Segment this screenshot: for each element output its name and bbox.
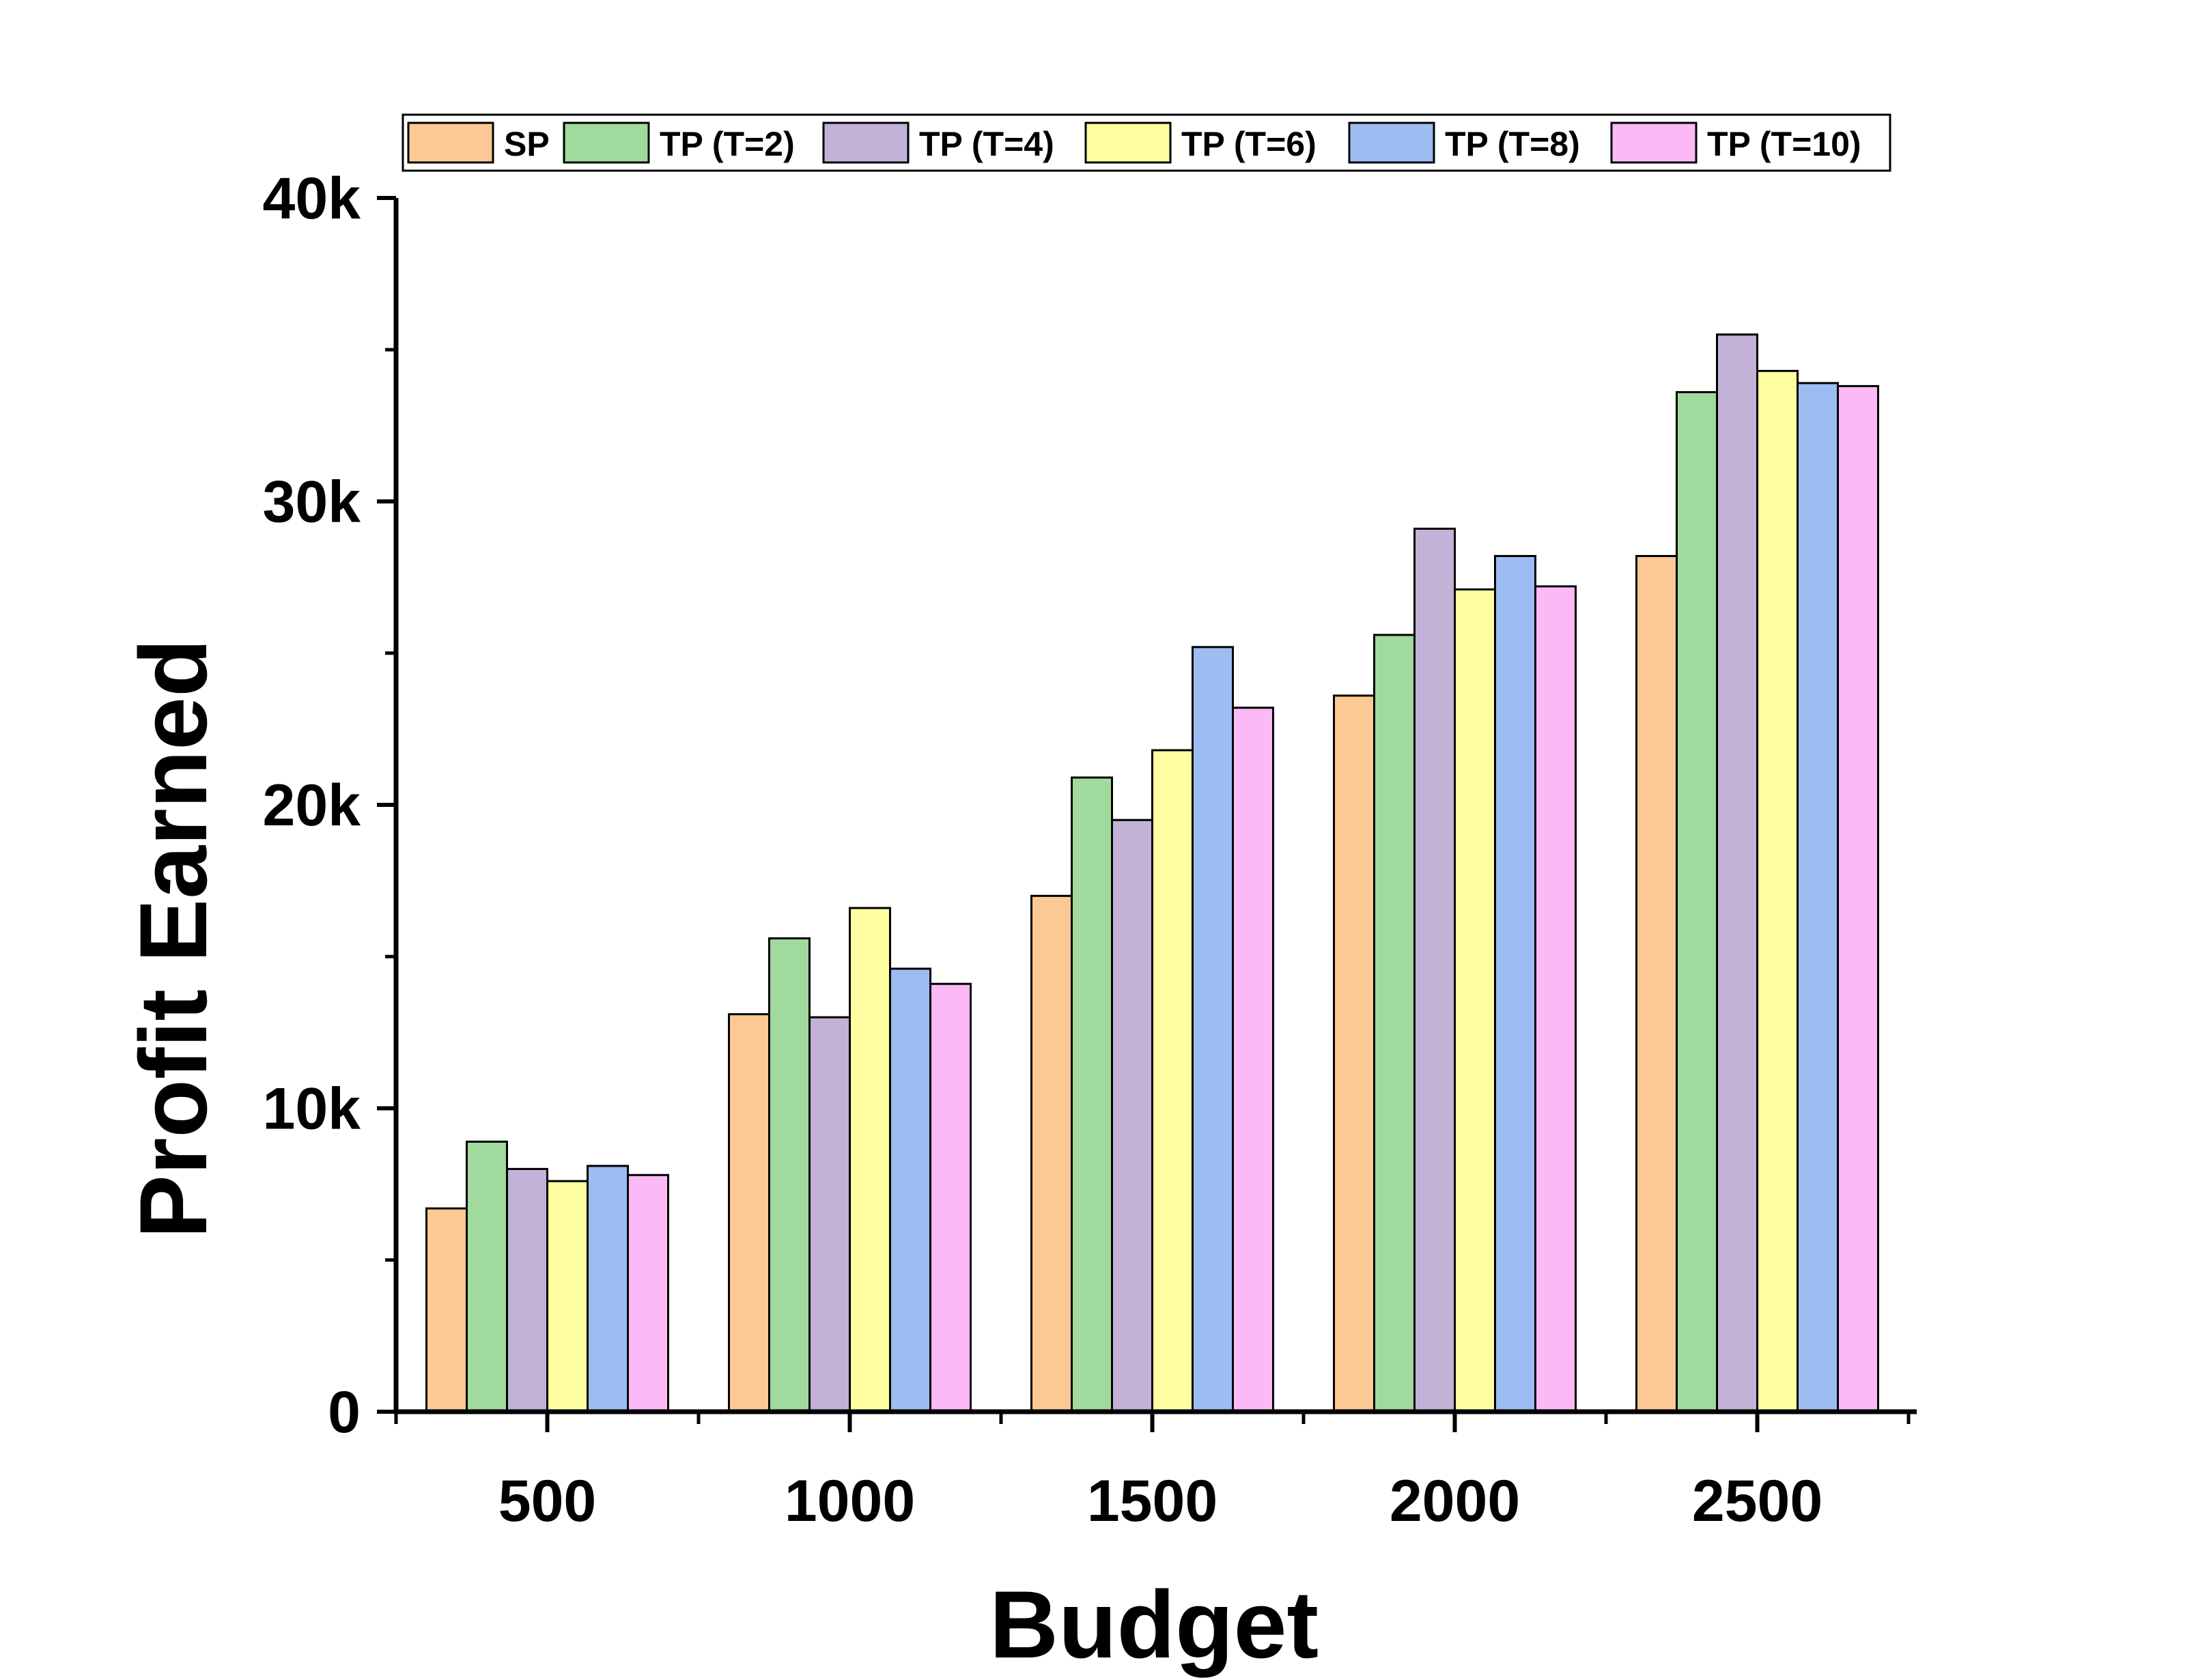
bar (808, 1016, 851, 1413)
y-tick-label: 0 (328, 1380, 361, 1445)
bars (425, 333, 1879, 1413)
bar (1797, 382, 1839, 1413)
x-tick-label: 500 (498, 1468, 597, 1534)
x-axis: 500 1000 1500 2000 2500 (394, 1409, 1917, 1534)
legend-swatch (1348, 122, 1435, 164)
x-axis-title: Budget (989, 1571, 1319, 1678)
bar (1192, 646, 1234, 1413)
bar (587, 1165, 629, 1413)
bar (1373, 633, 1416, 1413)
legend-label: TP (T=8) (1445, 125, 1580, 163)
y-tick-label: 40k (263, 166, 361, 231)
bar (1676, 390, 1718, 1413)
bar (1494, 555, 1536, 1413)
x-tick-label: 2500 (1692, 1468, 1822, 1534)
bar (1413, 528, 1456, 1413)
bar (1111, 818, 1153, 1413)
bar (1071, 776, 1113, 1413)
y-tick-label: 10k (263, 1077, 361, 1142)
bar (425, 1207, 468, 1413)
bar (627, 1173, 669, 1413)
legend-swatch (822, 122, 910, 164)
y-tick-label: 20k (263, 773, 361, 838)
bar (889, 967, 931, 1413)
y-tick-label: 30k (263, 470, 361, 535)
x-tick-label: 1000 (785, 1468, 915, 1534)
bar (1635, 555, 1678, 1413)
bar (728, 1013, 770, 1413)
bar (1232, 707, 1274, 1413)
legend-swatch (1084, 122, 1172, 164)
x-tick-label: 1500 (1087, 1468, 1217, 1534)
bar (768, 937, 811, 1413)
legend-label: TP (T=2) (660, 125, 795, 163)
bar (506, 1167, 548, 1413)
legend-swatch (407, 122, 494, 164)
x-tick-label: 2000 (1390, 1468, 1520, 1534)
bar (1756, 369, 1799, 1413)
y-axis: 0 10k 20k 30k 40k (263, 166, 399, 1445)
bar (466, 1140, 508, 1413)
bar (1454, 588, 1496, 1413)
bar (1534, 585, 1577, 1413)
bar (546, 1180, 589, 1413)
legend-label: TP (T=4) (919, 125, 1054, 163)
legend-swatch (563, 122, 650, 164)
legend-swatch (1610, 122, 1698, 164)
legend-label: TP (T=6) (1181, 125, 1317, 163)
y-axis-title: Profit Earned (119, 638, 227, 1238)
legend: SP TP (T=2) TP (T=4) TP (T=6) TP (T=8) TP (T=… (402, 113, 1891, 172)
bar (1151, 749, 1194, 1413)
bar (1030, 894, 1073, 1413)
legend-label: SP (504, 125, 550, 163)
bar (1716, 333, 1758, 1413)
bar (929, 982, 972, 1413)
bar (1837, 385, 1879, 1413)
legend-label: TP (T=10) (1707, 125, 1861, 163)
bar (1333, 694, 1375, 1413)
bar (849, 907, 891, 1413)
